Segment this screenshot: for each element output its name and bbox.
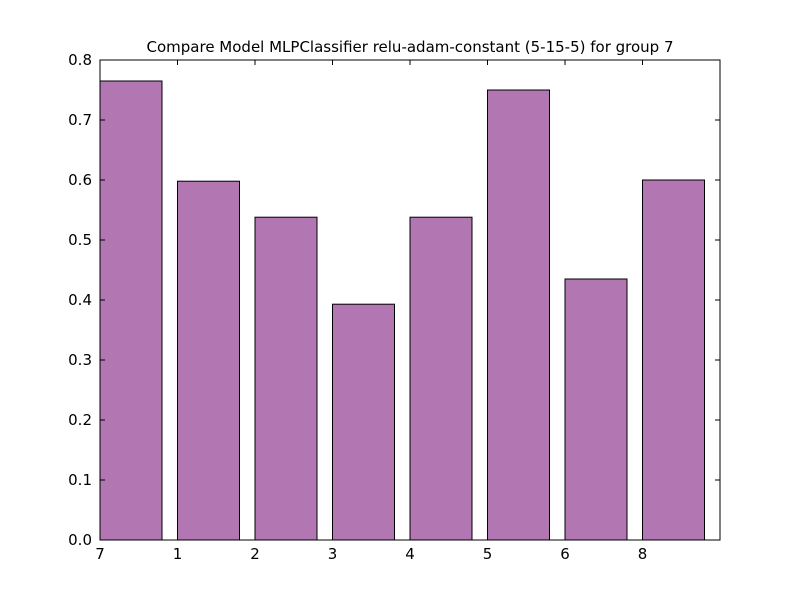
ytick-label: 0.3 (68, 351, 92, 369)
xtick-label: 5 (483, 545, 493, 563)
ytick-label: 0.8 (68, 51, 92, 69)
ticks-layer: 0.0 0.1 0.2 0.3 0.4 0.5 0.6 0.7 0.8 7 1 2 3 4 5 6 8 (68, 51, 720, 563)
xtick-label: 6 (560, 545, 570, 563)
bar-1 (177, 180, 240, 541)
xtick-label: 1 (173, 545, 183, 563)
ytick-label: 0.7 (68, 111, 92, 129)
xtick-label: 7 (95, 545, 105, 563)
ytick-label: 0.0 (68, 531, 92, 549)
bar-2 (254, 216, 318, 541)
ytick-label: 0.5 (68, 231, 92, 249)
xtick-label: 2 (250, 545, 260, 563)
bar-7 (99, 80, 163, 541)
ytick-label: 0.1 (68, 471, 92, 489)
ytick-label: 0.2 (68, 411, 92, 429)
ytick-label: 0.4 (68, 291, 92, 309)
bar-8 (642, 179, 705, 541)
xtick-label: 8 (638, 545, 648, 563)
xtick-label: 4 (405, 545, 415, 563)
bar-6 (564, 278, 628, 541)
bars-layer (99, 80, 705, 541)
bar-5 (487, 89, 550, 541)
bar-4 (409, 216, 473, 541)
ytick-label: 0.6 (68, 171, 92, 189)
bar-3 (332, 303, 395, 541)
chart-title: Compare Model MLPClassifier relu-adam-co… (147, 38, 674, 56)
xtick-label: 3 (328, 545, 338, 563)
